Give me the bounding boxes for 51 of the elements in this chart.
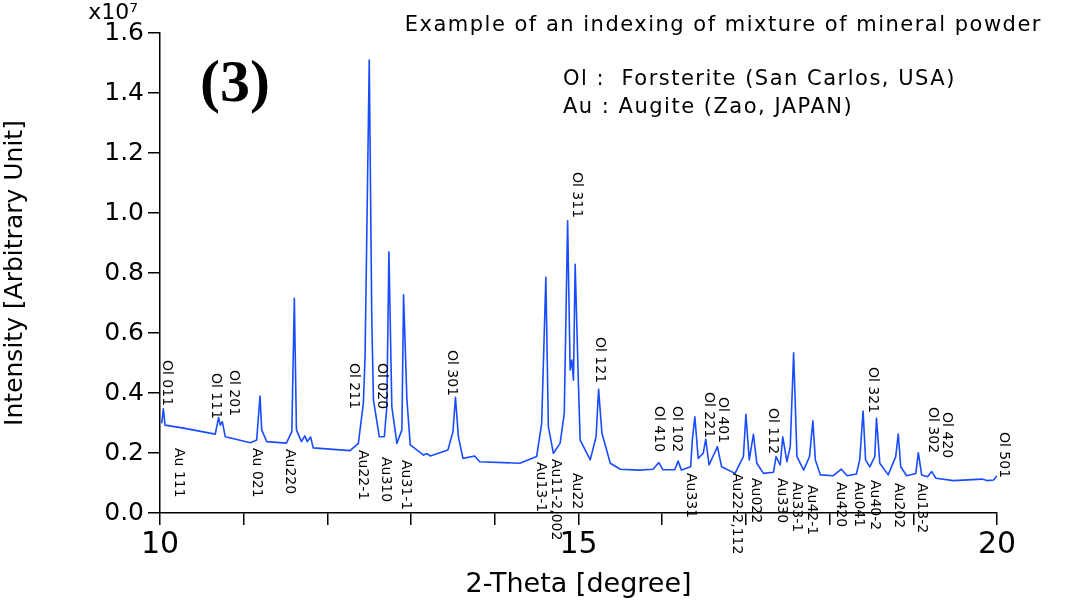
annotation: Ol 020	[375, 363, 392, 410]
y-tick-label: 0.4	[104, 376, 144, 406]
y-tick-label: 0.6	[104, 316, 144, 346]
annotation: Ol 211	[347, 363, 364, 410]
text: Ol 501	[997, 432, 1014, 479]
annotation: Ol : Forsterite (San Carlos, USA)	[563, 66, 956, 91]
annotation: Au42-1	[805, 485, 822, 536]
annotation: (3)	[200, 47, 270, 114]
annotation: Ol 401	[716, 397, 733, 444]
x-tick-label: 20	[977, 524, 1017, 560]
annotation: Ol 102	[670, 406, 687, 453]
annotation: Ol 112	[766, 408, 783, 455]
annotation: Ol 311	[570, 172, 587, 219]
annotation: Ol 420	[940, 412, 957, 459]
y-axis-title: Intensity [Arbitrary Unit]	[0, 120, 28, 426]
annotation: Au22-1	[356, 450, 373, 501]
y-tick-label: 0.8	[104, 256, 144, 286]
y-tick-label: 1.4	[104, 76, 144, 106]
annotation: Au13-2	[915, 483, 932, 534]
annotation: Au 111	[172, 448, 189, 498]
annotation: Au310	[379, 457, 396, 503]
annotation: Ol 221	[702, 392, 719, 439]
annotation: Au220	[283, 449, 300, 495]
annotation: Au13-1	[534, 462, 551, 513]
annotation: Au330	[775, 478, 792, 524]
annotation: Au40-2	[868, 480, 885, 531]
annotation: Au 021	[250, 448, 267, 498]
annotation: Ol 301	[445, 350, 462, 397]
x-axis-title: 2-Theta [degree]	[465, 566, 692, 598]
annotation: Ol 201	[227, 370, 244, 417]
annotation: Ol 321	[866, 367, 883, 414]
annotation: Au : Augite (Zao, JAPAN)	[563, 94, 854, 119]
annotation: Au420	[834, 482, 851, 528]
y-tick-label: 1.2	[104, 136, 144, 166]
annotation: Au31-1	[399, 460, 416, 511]
x-tick-label: 10	[140, 524, 180, 560]
annotation: Ol 410	[652, 406, 669, 453]
y-tick-label: 1.0	[104, 196, 144, 226]
annotation: Ol 302	[926, 407, 943, 454]
y-tick-label: 0.2	[104, 436, 144, 466]
annotation: Au022	[749, 478, 766, 524]
annotation: Au22-2,112	[730, 473, 747, 555]
annotation: Au33-1	[790, 482, 807, 533]
annotation: Ol 121	[593, 337, 610, 384]
chart-title: Example of an indexing of mixture of mineral powder	[404, 12, 1042, 37]
annotation: Au041	[852, 482, 869, 528]
annotation: Au22	[570, 473, 587, 510]
annotation: Au331	[684, 473, 701, 519]
y-tick-label: 0.0	[104, 496, 144, 526]
annotation: Ol 011	[160, 360, 177, 407]
annotation: Ol 111	[209, 373, 226, 420]
